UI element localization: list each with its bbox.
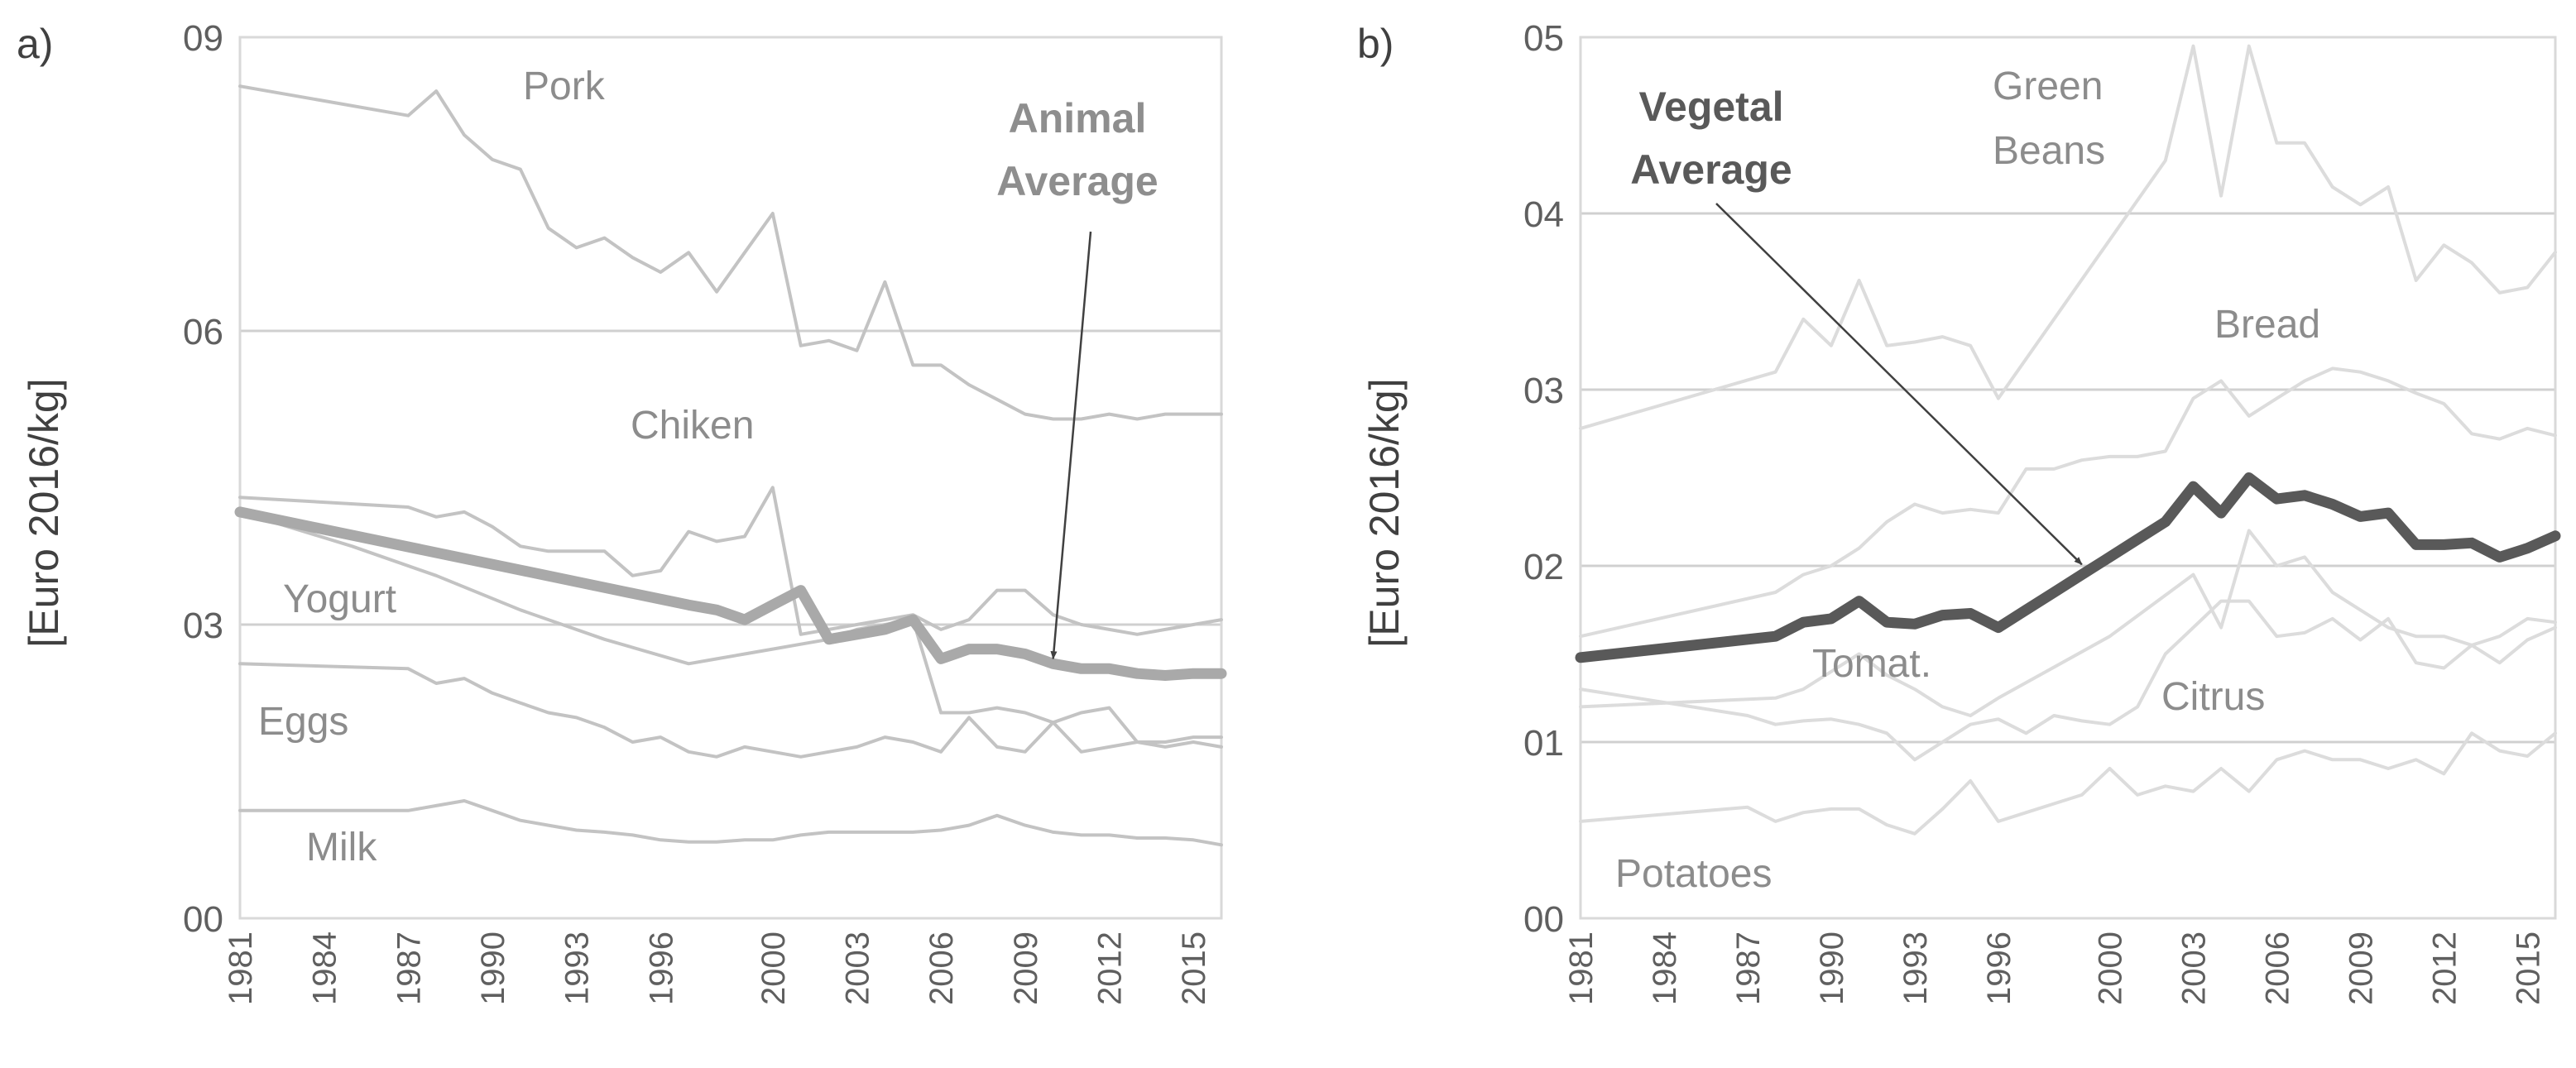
panel-b-xtick-label: 1993 [1897,932,1934,1005]
green-beans-line [1579,44,2557,430]
panel-a-xtick-label: 2003 [839,932,875,1005]
pork-label: Pork [523,65,606,108]
panel-a-ytick-label: 03 [183,606,223,646]
panel-a-x-axis: 1981 1984 1987 1990 1993 1996 2000 2003 2006 2009… [223,932,1212,1005]
panel-a-xtick-label: 2006 [923,932,960,1005]
citrus-label: Citrus [2161,675,2265,719]
vegetal-average-label-line1: Vegetal [1638,84,1783,130]
panel-b-ytick-label: 05 [1523,18,1564,59]
panel-a-xtick-label: 1993 [559,932,596,1005]
panel-a-letter: a) [17,21,53,67]
tomat-line [1579,529,2557,717]
animal-average-arrow [1050,231,1092,660]
panel-b-xtick-label: 1981 [1563,932,1600,1005]
panel-b-xtick-label: 1984 [1647,932,1683,1005]
panel-b-xtick-label: 2009 [2343,932,2379,1005]
panel-b-x-axis: 1981 1984 1987 1990 1993 1996 2000 2003 2006 2009… [1563,932,2546,1005]
panel-a-xtick-label: 2015 [1176,932,1212,1005]
panel-a-xtick-label: 1981 [223,932,259,1005]
panel-a-xtick-label: 1987 [391,932,427,1005]
panel-b-xtick-label: 1990 [1814,932,1850,1005]
yogurt-label: Yogurt [283,577,396,621]
panel-a-ytick-label: 09 [183,18,223,59]
panel-b-ytick-label: 02 [1523,547,1564,587]
vegetal-average-arrow [1715,203,2083,566]
panel-b-xtick-label: 2012 [2426,932,2463,1005]
panel-b-series [1575,44,2561,836]
panel-a-xtick-label: 1990 [475,932,511,1005]
tomat-label: Tomat. [1812,642,1931,686]
panel-a-ytick-label: 06 [183,312,223,352]
panel-a-xtick-label: 1996 [643,932,679,1005]
panel-b-xtick-label: 2003 [2175,932,2212,1005]
pork-line [238,84,1223,421]
panel-b-plot-frame [1579,36,2557,920]
panel-b-xtick-label: 2000 [2092,932,2128,1005]
panel-a-ylabel: [Euro 2016/kg] [21,378,67,647]
panel-a-ytick-label: 00 [183,899,223,940]
green-beans-label-line2: Beans [1993,129,2105,173]
panel-b-ytick-label: 00 [1523,899,1564,940]
panel-a-xtick-label: 2009 [1008,932,1044,1005]
green-beans-label-line1: Green [1993,65,2103,108]
panel-b-ytick-label: 03 [1523,371,1564,411]
panel-b-letter: b) [1357,21,1394,67]
panel-a-xtick-label: 1984 [307,932,343,1005]
potatoes-line [1579,731,2557,836]
panel-b-y-axis: 00 01 02 03 04 05 [1523,18,1564,940]
animal-average-label-line1: Animal [1009,95,1147,141]
panel-b-ytick-label: 04 [1523,194,1564,235]
panel-a-series [234,84,1227,847]
vegetal-average-label-line2: Average [1630,146,1792,193]
panel-b-xtick-label: 1987 [1730,932,1767,1005]
vegetal-average-line [1575,472,2561,663]
panel-b-xtick-label: 2006 [2259,932,2295,1005]
citrus-line [1579,599,2557,762]
eggs-label: Eggs [258,700,348,744]
bread-label: Bread [2214,303,2320,347]
eggs-line [238,662,1223,759]
animal-average-label-line2: Average [996,158,1158,204]
panel-b-ytick-label: 01 [1523,723,1564,764]
chiken-label: Chiken [631,404,754,448]
chiken-line [238,486,1223,636]
panel-b-xtick-label: 1996 [1981,932,2017,1005]
panel-a-xtick-label: 2012 [1091,932,1128,1005]
milk-line [238,799,1223,847]
panel-b-ylabel: [Euro 2016/kg] [1361,378,1408,647]
panel-a-plot-frame [238,36,1223,920]
animal-average-line [234,506,1227,681]
panel-a-xtick-label: 2000 [756,932,792,1005]
panel-b-xtick-label: 2015 [2510,932,2546,1005]
bread-line [1579,366,2557,639]
panel-a-y-axis: 00 03 06 09 [183,18,223,940]
milk-label: Milk [306,826,377,869]
potatoes-label: Potatoes [1615,852,1772,896]
